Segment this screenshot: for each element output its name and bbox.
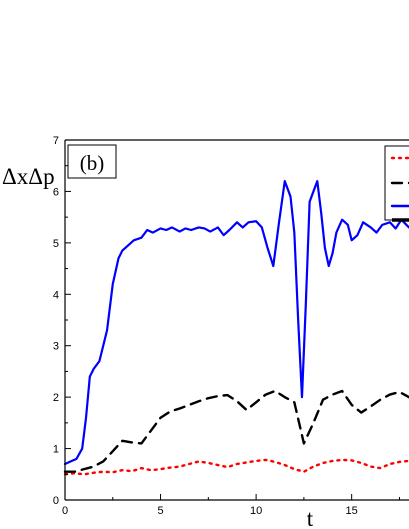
series-group [63,180,409,476]
x-tick-label: 15 [346,505,358,517]
y-tick-label: 4 [53,289,59,301]
panel-label-box [67,144,117,179]
x-tick-label: 10 [250,505,262,517]
y-tick-label: 1 [53,444,59,456]
series-line-2 [63,389,409,473]
y-tick-label: 0 [53,495,59,507]
series-line-3 [63,180,409,466]
series-line-1 [63,458,409,476]
y-tick-label: 6 [53,186,59,198]
labels: (b) ΔxΔp t [2,144,314,529]
x-tick-label: 5 [157,505,163,517]
y-tick-label: 3 [53,341,59,353]
x-tick-label: 0 [62,505,68,517]
y-tick-label: 5 [53,238,59,250]
y-tick-label: 2 [53,392,59,404]
y-axis-label: ΔxΔp [2,164,55,189]
tick-labels: 0 1 2 3 4 5 6 7 0 5 10 15 [53,135,358,517]
y-tick-label: 7 [53,135,59,147]
panel-label: (b) [80,151,105,175]
x-axis-label: t [307,506,314,529]
axes [64,139,409,501]
legend [384,145,409,222]
